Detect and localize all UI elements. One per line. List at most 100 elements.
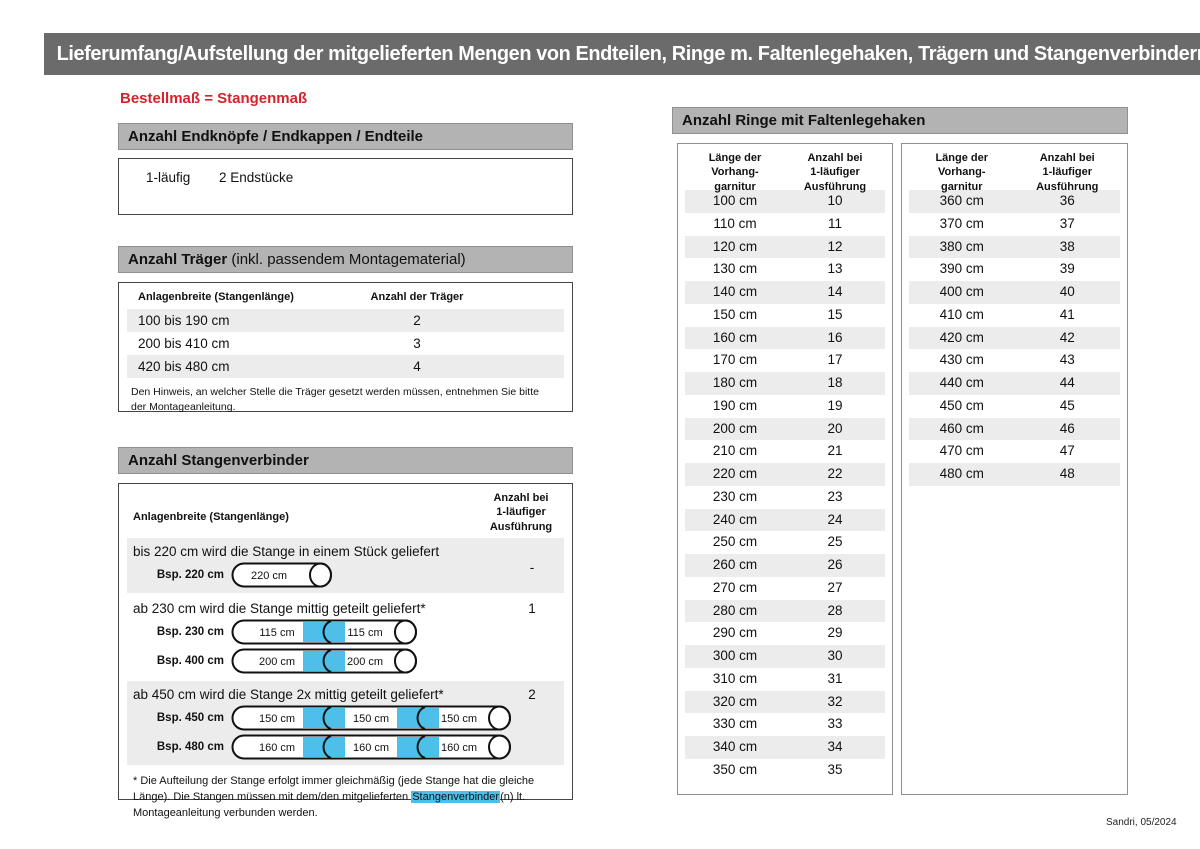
cell-count: 18 (827, 375, 843, 390)
cell-count: 27 (827, 579, 843, 595)
table-row: 180 cm 18 (685, 372, 885, 395)
connector-count: - (529, 560, 535, 575)
svg-text:150 cm: 150 cm (259, 713, 295, 725)
table-row: 190 cm 19 (685, 395, 885, 418)
cell-length: 320 cm (712, 693, 758, 709)
table-row: 200 cm 20 (685, 417, 885, 441)
rod-svg: 160 cm 160 cm 160 cm (231, 734, 511, 759)
cell-count: 44 (1059, 375, 1075, 390)
rod-diagram: 220 cm (230, 561, 333, 589)
traeger-table-header: Anlagenbreite (Stangenlänge) Anzahl der … (127, 283, 564, 309)
table-row: 330 cm 33 (685, 713, 885, 736)
table-row: 240 cm 24 (685, 508, 885, 532)
section-header-traeger: Anzahl Träger (inkl. passendem Montagema… (118, 246, 573, 273)
rod-svg: 150 cm 150 cm 150 cm (231, 705, 511, 730)
table-row: 380 cm 38 (909, 235, 1120, 259)
cell-count: 11 (827, 215, 842, 231)
rod-diagrams: Bsp. 450 cm 150 cm 150 cm 150 cm Bsp. 480 cm… (127, 703, 564, 761)
endteile-type: 1-läufig (146, 170, 191, 185)
cell-length: 200 cm (712, 420, 758, 436)
table-row: 470 cm 47 (909, 440, 1120, 463)
cell-count: 4 (413, 359, 421, 374)
svg-text:160 cm: 160 cm (259, 742, 295, 754)
cell-range: 420 bis 480 cm (138, 359, 230, 374)
cell-length: 390 cm (939, 261, 984, 277)
table-row: 160 cm 16 (685, 326, 885, 350)
svg-text:200 cm: 200 cm (347, 656, 383, 668)
order-size-note: Bestellmaß = Stangenmaß (120, 90, 308, 107)
connector-count: 1 (528, 601, 536, 616)
cell-length: 110 cm (713, 215, 757, 231)
rule-text: ab 450 cm wird die Stange 2x mittig gete… (133, 687, 444, 702)
svg-text:115 cm: 115 cm (347, 627, 382, 639)
cell-length: 340 cm (712, 739, 758, 754)
table-row: 350 cm 35 (685, 759, 885, 782)
table-row: 250 cm 25 (685, 531, 885, 554)
rod-diagrams: Bsp. 220 cm 220 cm (127, 560, 564, 589)
cell-length: 150 cm (712, 306, 758, 322)
cell-count: 31 (827, 670, 843, 686)
connector-count: 2 (528, 687, 536, 702)
cell-length: 140 cm (712, 284, 758, 299)
cell-count: 43 (1059, 352, 1075, 368)
cell-count: 47 (1059, 443, 1075, 459)
cell-count: 15 (827, 306, 843, 322)
svg-text:150 cm: 150 cm (353, 713, 389, 725)
cell-count: 22 (827, 466, 843, 481)
table-row: 480 cm 48 (909, 463, 1120, 486)
cell-length: 180 cm (712, 375, 758, 390)
verbinder-group-1: bis 220 cm wird die Stange in einem Stüc… (127, 538, 564, 593)
cell-count: 39 (1059, 261, 1075, 277)
table-row: 310 cm 31 (685, 668, 885, 691)
cell-length: 400 cm (939, 284, 984, 299)
cell-count: 28 (827, 602, 843, 618)
cell-count: 20 (827, 420, 843, 436)
cell-length: 300 cm (712, 648, 758, 663)
cell-count: 33 (827, 716, 843, 732)
table-row: 460 cm 46 (909, 417, 1120, 441)
table-row: 370 cm 37 (909, 213, 1120, 236)
rod-diagram: 150 cm 150 cm 150 cm (230, 704, 512, 732)
table-row: 100 cm 10 (685, 190, 885, 213)
table-row: 400 cm 40 (909, 281, 1120, 304)
cell-length: 130 cm (712, 261, 758, 277)
rod-svg: 220 cm (231, 562, 332, 587)
verbinder-table-header: Anlagenbreite (Stangenlänge) Anzahl bei 1… (119, 484, 572, 538)
table-row: 210 cm 21 (685, 440, 885, 463)
verbinder-group-3: ab 450 cm wird die Stange 2x mittig gete… (127, 681, 564, 765)
table-row: 290 cm 29 (685, 622, 885, 645)
table-row: 270 cm 27 (685, 577, 885, 600)
cell-count: 37 (1059, 215, 1075, 231)
ring-table-left: Länge der Vorhang-garnitur Anzahl bei 1-lä… (677, 143, 893, 795)
rod-diagram: 115 cm 115 cm (230, 618, 418, 646)
rod-row: Bsp. 450 cm 150 cm 150 cm 150 cm (127, 703, 564, 732)
endteile-box: 1-läufig 2 Endstücke (118, 158, 573, 215)
ring-table-header: Länge der Vorhang-garnitur Anzahl bei 1-lä… (685, 144, 885, 193)
cell-length: 250 cm (712, 534, 758, 550)
cell-length: 230 cm (712, 488, 758, 504)
cell-count: 23 (827, 488, 843, 504)
svg-text:220 cm: 220 cm (251, 570, 287, 582)
document-version: Sandri, 05/2024 (1106, 817, 1177, 828)
rule-text: ab 230 cm wird die Stange mittig geteilt… (133, 601, 426, 616)
table-row: 440 cm 44 (909, 372, 1120, 395)
table-row: 230 cm 23 (685, 486, 885, 509)
rod-svg: 115 cm 115 cm (231, 619, 417, 644)
col-anzahl-ausfuehrung: Anzahl bei 1-läufiger Ausführung (489, 492, 553, 533)
table-row: 450 cm 45 (909, 395, 1120, 418)
table-row: 140 cm 14 (685, 281, 885, 304)
cell-length: 370 cm (939, 215, 984, 231)
cell-count: 14 (827, 284, 843, 299)
cell-count: 46 (1059, 420, 1075, 436)
cell-count: 17 (827, 352, 843, 368)
table-row: 120 cm 12 (685, 235, 885, 259)
rod-diagram: 200 cm 200 cm (230, 647, 418, 675)
cell-count: 21 (827, 443, 843, 459)
ring-table-right: Länge der Vorhang-garnitur Anzahl bei 1-lä… (901, 143, 1128, 795)
cell-length: 430 cm (939, 352, 984, 368)
cell-count: 30 (827, 648, 843, 663)
col-anlagenbreite: Anlagenbreite (Stangenlänge) (138, 291, 294, 303)
cell-length: 380 cm (939, 238, 984, 254)
rod-example-label: Bsp. 450 cm (156, 711, 224, 724)
cell-count: 26 (827, 557, 843, 572)
